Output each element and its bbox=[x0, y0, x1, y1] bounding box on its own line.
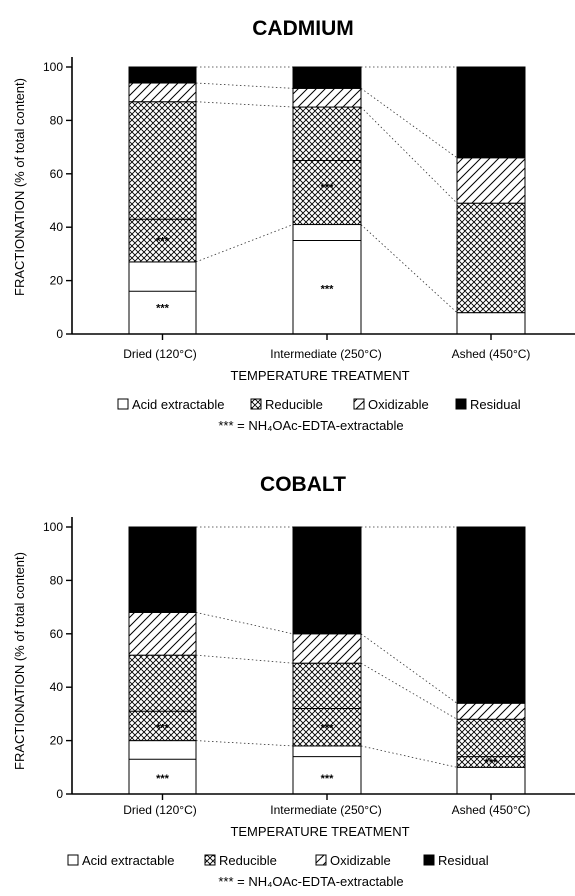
bar-segment-oxidizable bbox=[456, 157, 526, 204]
connector-line bbox=[360, 106, 458, 204]
edta-annotation: *** bbox=[156, 773, 170, 785]
legend: Acid extractable Reducible Oxidizable Re… bbox=[67, 853, 489, 889]
bar-segment-residual bbox=[128, 66, 197, 84]
category-label-intermediate: Intermediate (250°C) bbox=[270, 803, 382, 817]
connector-line bbox=[195, 101, 294, 108]
y-ticks: 0 20 40 60 80 100 bbox=[43, 57, 575, 341]
y-ticks: 0 20 40 60 80 100 bbox=[43, 517, 575, 801]
bar-segment-residual bbox=[456, 526, 526, 704]
legend-label-reducible: Reducible bbox=[219, 853, 277, 868]
bar-segment-acid-extractable bbox=[456, 766, 526, 795]
x-axis-label: TEMPERATURE TREATMENT bbox=[230, 824, 409, 839]
legend-swatch-reducible bbox=[250, 398, 262, 410]
bar-segment-residual bbox=[292, 66, 362, 89]
bar-segment-oxidizable bbox=[128, 82, 197, 103]
bar-segment-residual bbox=[456, 66, 526, 159]
edta-annotation: *** bbox=[321, 773, 335, 785]
legend-swatch-residual bbox=[423, 854, 435, 866]
legend-label-acid-extractable: Acid extractable bbox=[82, 853, 175, 868]
legend-label-acid-extractable: Acid extractable bbox=[132, 397, 225, 412]
bar-segment-oxidizable bbox=[292, 87, 362, 108]
bar-segment-reducible bbox=[456, 718, 526, 768]
connector-line bbox=[195, 612, 294, 635]
bar-segment-reducible bbox=[128, 654, 197, 742]
bar-segment-acid-extractable bbox=[128, 261, 197, 335]
bar-segment-oxidizable bbox=[128, 611, 197, 656]
legend-swatch-oxidizable bbox=[315, 854, 327, 866]
legend-swatch-reducible bbox=[204, 854, 216, 866]
y-axis-label: FRACTIONATION (% of total content) bbox=[12, 552, 27, 770]
edta-annotation: *** bbox=[156, 722, 170, 734]
y-tick-label: 40 bbox=[50, 680, 64, 694]
edta-annotation: *** bbox=[321, 182, 335, 194]
y-tick-label: 80 bbox=[50, 573, 64, 587]
bar-segment-acid-extractable bbox=[128, 740, 197, 795]
connector-line bbox=[195, 82, 294, 89]
connector-line bbox=[360, 745, 458, 768]
legend-swatch-oxidizable bbox=[353, 398, 365, 410]
edta-annotation: *** bbox=[321, 722, 335, 734]
bar-segment-residual bbox=[292, 526, 362, 635]
y-tick-label: 60 bbox=[50, 627, 64, 641]
y-tick-label: 60 bbox=[50, 167, 64, 181]
legend-label-oxidizable: Oxidizable bbox=[330, 853, 391, 868]
y-tick-label: 20 bbox=[50, 734, 64, 748]
category-label-dried: Dried (120°C) bbox=[123, 803, 197, 817]
y-tick-label: 100 bbox=[43, 60, 63, 74]
category-label-ashed: Ashed (450°C) bbox=[452, 803, 531, 817]
category-label-ashed: Ashed (450°C) bbox=[452, 347, 531, 361]
chart-title: COBALT bbox=[260, 473, 346, 496]
legend-label-oxidizable: Oxidizable bbox=[368, 397, 429, 412]
y-tick-label: 0 bbox=[56, 787, 63, 801]
cadmium-chart: CADMIUM FRACTIONATION (% of total conten… bbox=[12, 17, 575, 433]
edta-annotation: *** bbox=[156, 302, 170, 314]
legend: Acid extractable Reducible Oxidizable Re… bbox=[117, 397, 521, 433]
legend-note: *** = NH₄OAc-EDTA-extractable bbox=[218, 874, 403, 889]
y-tick-label: 80 bbox=[50, 113, 64, 127]
connector-line bbox=[360, 662, 458, 720]
bar-segment-reducible bbox=[292, 662, 362, 747]
connector-line bbox=[195, 224, 294, 263]
bar-marks: *** *** *** *** bbox=[128, 66, 526, 335]
legend-swatch-residual bbox=[455, 398, 467, 410]
y-tick-label: 20 bbox=[50, 274, 64, 288]
bar-segment-oxidizable bbox=[292, 633, 362, 664]
connector-line bbox=[360, 224, 458, 313]
connector-line bbox=[195, 654, 294, 664]
legend-swatch-acid-extractable bbox=[67, 854, 79, 866]
connector-line bbox=[360, 88, 458, 159]
edta-annotation: *** bbox=[156, 236, 170, 248]
bar-marks: *** *** *** *** *** bbox=[128, 526, 526, 795]
bar-segment-oxidizable bbox=[456, 702, 526, 720]
legend-label-residual: Residual bbox=[470, 397, 521, 412]
legend-note: *** = NH₄OAc-EDTA-extractable bbox=[218, 418, 403, 433]
y-axis-label: FRACTIONATION (% of total content) bbox=[12, 78, 27, 296]
bar-segment-reducible bbox=[456, 202, 526, 314]
legend-label-residual: Residual bbox=[438, 853, 489, 868]
bar-segment-acid-extractable bbox=[292, 745, 362, 795]
cobalt-chart: COBALT FRACTIONATION (% of total content… bbox=[12, 473, 575, 889]
legend-swatch-acid-extractable bbox=[117, 398, 129, 410]
chart-title: CADMIUM bbox=[252, 17, 353, 40]
x-axis-label: TEMPERATURE TREATMENT bbox=[230, 368, 409, 383]
legend-label-reducible: Reducible bbox=[265, 397, 323, 412]
bar-segment-acid-extractable bbox=[456, 312, 526, 335]
category-label-dried: Dried (120°C) bbox=[123, 347, 197, 361]
bar-segment-residual bbox=[128, 526, 197, 613]
bar-segment-reducible bbox=[292, 106, 362, 226]
edta-annotation: *** bbox=[321, 284, 335, 296]
bar-segment-reducible bbox=[128, 101, 197, 263]
connector-line bbox=[195, 740, 294, 747]
category-label-intermediate: Intermediate (250°C) bbox=[270, 347, 382, 361]
connector-line bbox=[360, 633, 458, 704]
edta-annotation: *** bbox=[485, 757, 499, 769]
y-tick-label: 40 bbox=[50, 220, 64, 234]
y-tick-label: 0 bbox=[56, 327, 63, 341]
y-tick-label: 100 bbox=[43, 520, 63, 534]
